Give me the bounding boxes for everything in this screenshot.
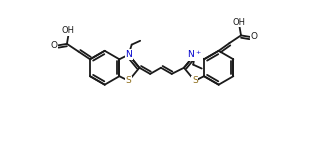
Text: N$^+$: N$^+$ — [187, 49, 202, 60]
Text: O: O — [251, 32, 258, 41]
Text: N: N — [125, 50, 132, 59]
Text: OH: OH — [62, 26, 75, 35]
Text: S: S — [192, 76, 198, 85]
Text: S: S — [126, 76, 131, 85]
Text: OH: OH — [233, 18, 246, 27]
Text: O: O — [50, 41, 57, 50]
